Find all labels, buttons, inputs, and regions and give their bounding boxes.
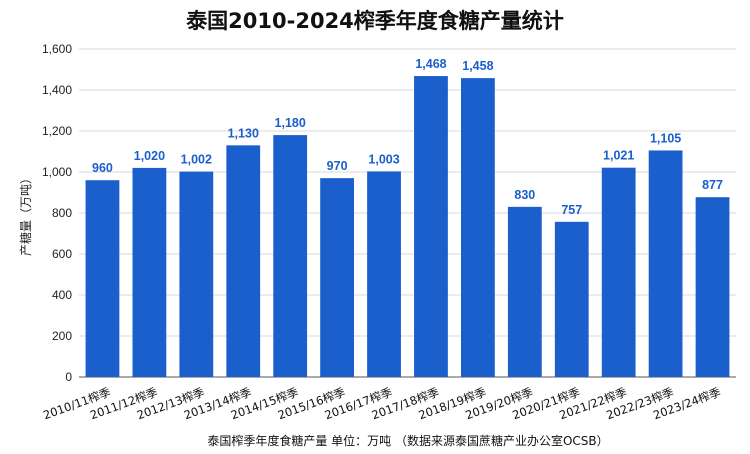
bar	[554, 221, 589, 377]
x-axis-ticks: 2010/11榨季2011/12榨季2012/13榨季2013/14榨季2014…	[41, 385, 723, 423]
data-label: 1,105	[650, 131, 681, 145]
data-label: 1,180	[275, 116, 306, 130]
bar	[132, 167, 167, 377]
bar	[85, 180, 120, 377]
data-label: 1,003	[368, 152, 399, 166]
data-label: 1,002	[181, 153, 212, 167]
bar	[320, 178, 355, 377]
y-tick-label: 1,200	[42, 124, 72, 138]
data-label: 960	[92, 161, 113, 175]
y-tick-label: 800	[52, 206, 72, 220]
bars	[85, 76, 730, 378]
y-tick-label: 1,600	[42, 42, 72, 56]
bar	[273, 135, 308, 377]
bar	[179, 171, 214, 377]
y-tick-label: 600	[52, 247, 72, 261]
y-tick-label: 1,400	[42, 83, 72, 97]
data-labels: 960 1,020 1,002 1,130 1,180 970 1,003 1,468 1,45…	[92, 57, 723, 217]
bar	[460, 78, 495, 378]
gridlines	[79, 48, 736, 378]
chart-title: 泰国2010-2024榨季年度食糖产量统计	[185, 9, 564, 33]
bar	[601, 167, 636, 377]
y-tick-label: 0	[65, 370, 72, 384]
y-axis-label: 产糖量（万吨）	[18, 172, 33, 256]
y-axis-ticks: 0 200 400 600 800 1,000 1,200 1,400 1,600	[42, 42, 72, 384]
data-label: 1,130	[228, 126, 259, 140]
data-label: 1,020	[134, 149, 165, 163]
y-tick-label: 1,000	[42, 165, 72, 179]
data-label: 830	[514, 188, 535, 202]
data-label: 1,458	[462, 59, 493, 73]
bar	[648, 150, 683, 377]
y-tick-label: 200	[52, 329, 72, 343]
chart-footer: 泰国榨季年度食糖产量 单位：万吨 （数据来源泰国蔗糖产业办公室OCSB）	[207, 433, 608, 448]
bar	[414, 76, 448, 377]
data-label: 1,468	[415, 57, 446, 71]
bar	[226, 145, 261, 377]
data-label: 877	[702, 178, 723, 192]
bar	[367, 171, 401, 377]
data-label: 757	[561, 203, 582, 217]
bar	[695, 197, 730, 377]
bar	[507, 206, 542, 377]
data-label: 1,021	[603, 149, 634, 163]
data-label: 970	[327, 159, 348, 173]
y-tick-label: 400	[52, 288, 72, 302]
